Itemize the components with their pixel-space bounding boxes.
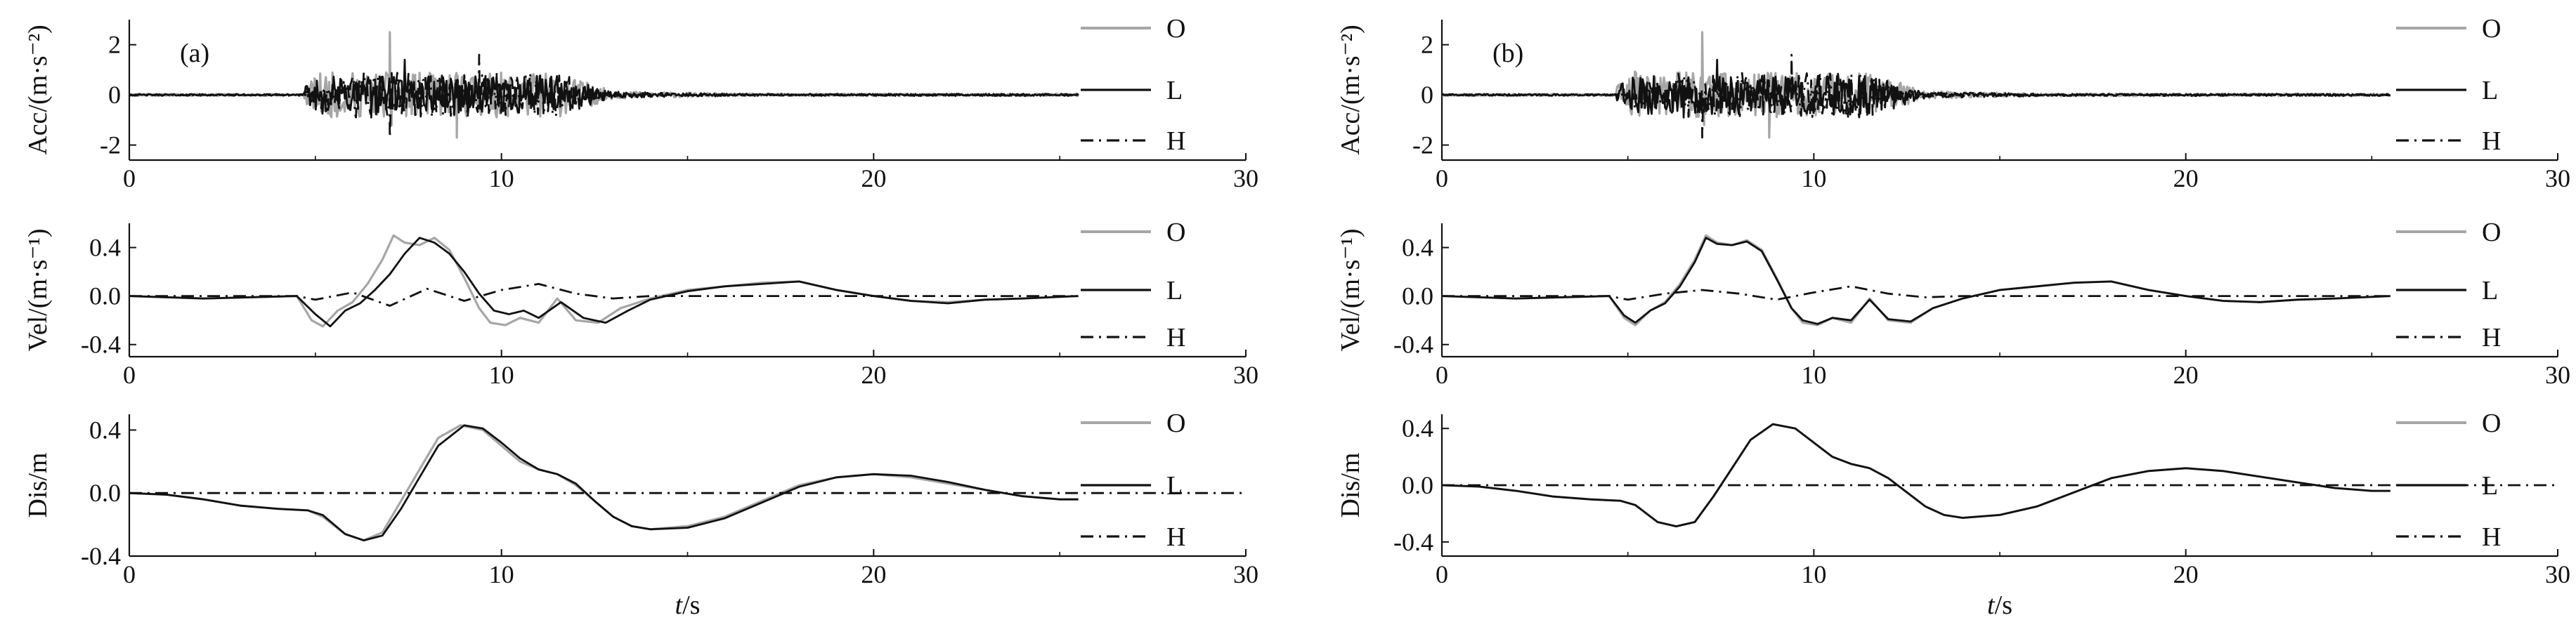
series-line-O bbox=[1442, 31, 2390, 139]
y-tick-label: 0.0 bbox=[1402, 282, 1433, 310]
legend-label-L: L bbox=[2482, 276, 2498, 305]
x-tick-label: 0 bbox=[123, 361, 136, 389]
y-tick-label: 0 bbox=[108, 81, 121, 109]
legend-label-H: H bbox=[2482, 323, 2501, 352]
x-tick-label: 0 bbox=[1436, 164, 1448, 192]
chart-panel-a-vel: 0 10 20 30 -0.4 0.0 0.4 Vel/(m·s⁻¹) OLH bbox=[23, 218, 1258, 389]
legend-label-H: H bbox=[1166, 323, 1185, 352]
x-tick-label: 10 bbox=[489, 560, 514, 588]
x-tick-label: 30 bbox=[2545, 560, 2570, 588]
x-tick-label: 0 bbox=[123, 164, 136, 192]
legend-label-L: L bbox=[1166, 76, 1183, 105]
x-tick-label: 10 bbox=[1801, 361, 1826, 389]
x-tick-label: 20 bbox=[2173, 560, 2199, 588]
x-tick-label: 0 bbox=[123, 560, 136, 588]
y-tick-label: 0.4 bbox=[89, 416, 121, 444]
legend-label-O: O bbox=[1166, 14, 1185, 44]
series-line-H bbox=[1442, 285, 2390, 301]
x-tick-label: 20 bbox=[861, 560, 886, 588]
series-line-L bbox=[1442, 237, 2390, 325]
y-tick-label: 2 bbox=[108, 31, 121, 59]
x-tick-label: 10 bbox=[1801, 164, 1826, 192]
y-tick-label: 0 bbox=[1421, 81, 1433, 109]
y-tick-label: 0.4 bbox=[1402, 234, 1433, 262]
y-tick-label: -0.4 bbox=[1393, 528, 1433, 556]
y-tick-label: 0.0 bbox=[1402, 471, 1433, 499]
y-tick-label: 0.0 bbox=[89, 282, 121, 310]
legend-label-L: L bbox=[1166, 471, 1183, 501]
legend-label-O: O bbox=[1166, 218, 1185, 247]
panel-label: (a) bbox=[180, 39, 209, 68]
chart-panel-a-dis: 0 10 20 30 -0.4 0.0 0.4 Dis/m O LH bbox=[23, 409, 1258, 588]
legend-label-H: H bbox=[1166, 126, 1185, 156]
legend-label-O: O bbox=[2482, 218, 2501, 247]
legend-label-L: L bbox=[2482, 471, 2498, 501]
y-axis-label: Dis/m bbox=[1336, 453, 1365, 518]
panel-label: (b) bbox=[1492, 39, 1523, 68]
y-axis-label: Vel/(m·s⁻¹) bbox=[1336, 229, 1365, 352]
x-axis-label: t/s bbox=[675, 591, 701, 620]
series-line-H bbox=[129, 283, 1079, 307]
y-axis-label: Dis/m bbox=[23, 453, 53, 518]
y-tick-label: 0.4 bbox=[1402, 414, 1433, 442]
y-tick-label: -2 bbox=[1412, 131, 1433, 159]
legend-label-H: H bbox=[1166, 522, 1185, 552]
series-line-L bbox=[1442, 58, 2390, 119]
y-tick-label: 0.4 bbox=[89, 234, 121, 262]
y-tick-label: -2 bbox=[100, 131, 121, 159]
legend-label-H: H bbox=[2482, 522, 2501, 552]
x-tick-label: 30 bbox=[1233, 560, 1258, 588]
x-tick-label: 30 bbox=[1233, 164, 1258, 192]
y-axis-label: Acc/(m·s⁻²) bbox=[23, 25, 53, 155]
legend-label-H: H bbox=[2482, 126, 2501, 156]
y-tick-label: 2 bbox=[1421, 31, 1433, 59]
series-line-O bbox=[129, 234, 1079, 328]
x-tick-label: 10 bbox=[489, 164, 514, 192]
x-tick-label: 20 bbox=[861, 361, 886, 389]
y-axis-label: Acc/(m·s⁻²) bbox=[1336, 25, 1365, 155]
x-axis-label: t/s bbox=[1987, 591, 2012, 620]
x-tick-label: 10 bbox=[489, 361, 514, 389]
y-axis-label: Vel/(m·s⁻¹) bbox=[23, 229, 53, 352]
series-line-O bbox=[129, 31, 1079, 139]
series-line-L bbox=[129, 237, 1079, 328]
x-tick-label: 0 bbox=[1436, 361, 1448, 389]
y-tick-label: -0.4 bbox=[81, 331, 121, 359]
x-tick-label: 10 bbox=[1801, 560, 1826, 588]
series-line-H bbox=[129, 53, 1079, 139]
chart-panel-b-dis: 0 10 20 30 -0.4 0.0 0.4 Dis/m O LH bbox=[1336, 409, 2570, 588]
series-line-O bbox=[129, 424, 1079, 542]
series-line-H bbox=[1442, 53, 2390, 139]
x-tick-label: 30 bbox=[1233, 361, 1258, 389]
legend-label-L: L bbox=[1166, 276, 1183, 305]
x-tick-label: 20 bbox=[2173, 361, 2199, 389]
legend-label-O: O bbox=[1166, 409, 1185, 438]
x-tick-label: 30 bbox=[2545, 164, 2570, 192]
legend-label-O: O bbox=[2482, 409, 2501, 438]
x-tick-label: 20 bbox=[2173, 164, 2199, 192]
series-line-L bbox=[1442, 423, 2390, 527]
x-tick-label: 0 bbox=[1436, 560, 1448, 588]
y-tick-label: -0.4 bbox=[1393, 331, 1433, 359]
x-tick-label: 30 bbox=[2545, 361, 2570, 389]
y-tick-label: 0.0 bbox=[89, 479, 121, 507]
series-line-L bbox=[129, 424, 1079, 541]
legend-label-L: L bbox=[2482, 76, 2498, 105]
chart-panel-b-vel: 0 10 20 30 -0.4 0.0 0.4 Vel/(m·s⁻¹) OLH bbox=[1336, 218, 2570, 389]
series-line-O bbox=[1442, 234, 2390, 327]
y-tick-label: -0.4 bbox=[81, 542, 121, 570]
legend-label-O: O bbox=[2482, 14, 2501, 44]
x-tick-label: 20 bbox=[861, 164, 886, 192]
